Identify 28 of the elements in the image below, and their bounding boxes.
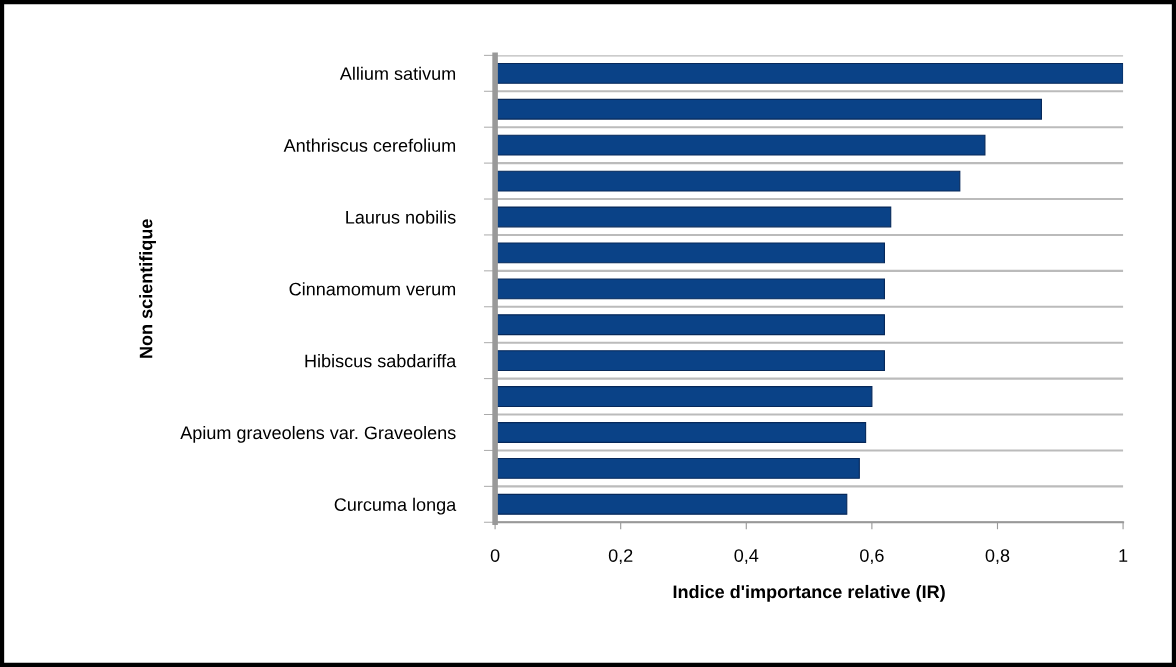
bar [495,422,867,443]
x-tick-label: 0,8 [985,549,1010,565]
bar [495,134,986,156]
y-tick-label: Allium sativum [339,66,456,81]
bar [495,350,886,372]
y-tick-label: Cinnamomum verum [289,282,456,296]
y-tick-label: Anthriscus cerefolium [283,138,456,152]
x-tick-label: 0,4 [734,549,759,565]
bar [495,493,848,515]
bar [495,170,961,192]
bar [495,242,886,264]
bar [495,98,1042,120]
bar [495,206,892,228]
bar [495,386,873,407]
bar [495,314,886,336]
bar [495,457,860,479]
y-axis-title: Non scientifique [139,219,156,358]
x-tick-label: 0,2 [608,549,633,565]
y-tick-label: Curcuma longa [334,497,457,515]
x-axis-title: Indice d'importance relative (IR) [673,584,945,602]
bar [495,62,1124,84]
y-tick-label: Hibiscus sabdariffa [305,354,457,368]
bar [495,278,886,300]
x-tick-label: 0,6 [860,549,884,565]
y-tick-label: Laurus nobilis [346,210,456,224]
y-tick-label: Apium graveolens var. Graveolens [180,425,456,443]
x-tick-label: 0 [490,549,500,562]
x-tick-label: 1 [1119,549,1128,562]
